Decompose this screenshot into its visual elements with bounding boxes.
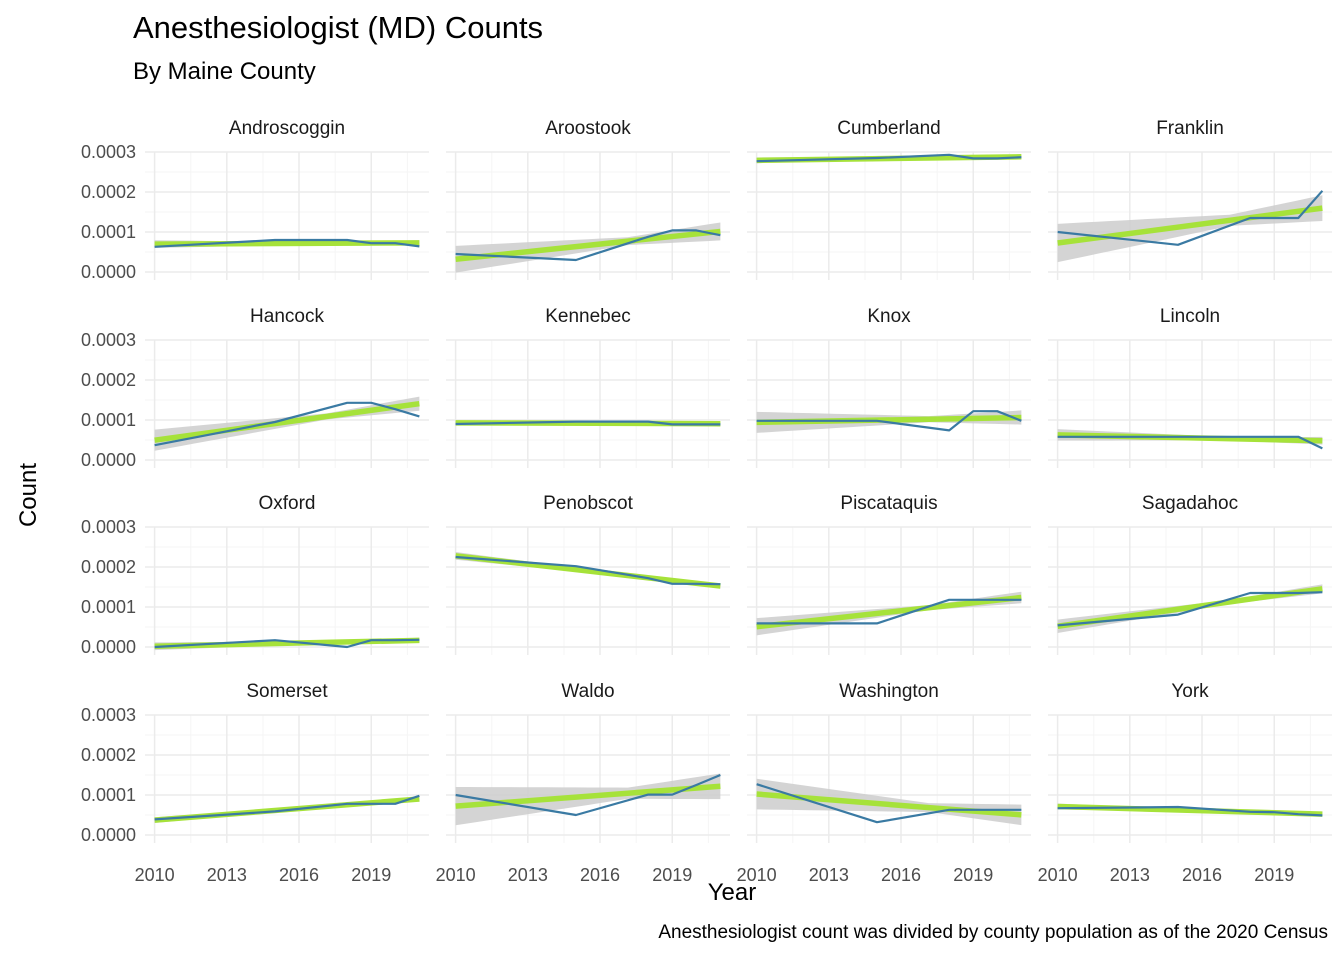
x-tick-label: 2010 bbox=[436, 865, 476, 885]
series-line-york bbox=[1057, 805, 1323, 817]
facet-label-sagadahoc: Sagadahoc bbox=[1142, 493, 1238, 514]
y-tick-label: 0.0001 bbox=[81, 222, 136, 242]
confidence-band bbox=[455, 773, 721, 826]
series-line-sagadahoc bbox=[1057, 591, 1323, 627]
x-tick-label: 2013 bbox=[1110, 865, 1150, 885]
y-tick-label: 0.0003 bbox=[81, 142, 136, 162]
facet-label-lincoln: Lincoln bbox=[1160, 306, 1220, 327]
chart-subtitle: By Maine County bbox=[133, 58, 316, 85]
series-line-lincoln bbox=[1057, 435, 1323, 450]
y-tick-label: 0.0000 bbox=[81, 450, 136, 470]
x-tick-label: 2016 bbox=[1182, 865, 1222, 885]
series-line-androscoggin bbox=[154, 238, 420, 248]
series-line-waldo bbox=[455, 773, 721, 817]
y-tick-label: 0.0002 bbox=[81, 745, 136, 765]
facet-label-franklin: Franklin bbox=[1156, 118, 1224, 139]
facet-label-androscoggin: Androscoggin bbox=[229, 118, 345, 139]
y-tick-label: 0.0002 bbox=[81, 370, 136, 390]
facet-label-york: York bbox=[1171, 681, 1209, 702]
trend-line bbox=[455, 228, 721, 262]
y-tick-label: 0.0001 bbox=[81, 410, 136, 430]
trend-line bbox=[1057, 586, 1323, 629]
series-line-washington bbox=[756, 783, 1022, 824]
facet-label-cumberland: Cumberland bbox=[837, 118, 941, 139]
x-tick-label: 2019 bbox=[953, 865, 993, 885]
facet-label-hancock: Hancock bbox=[250, 306, 324, 327]
trend-line bbox=[154, 400, 420, 443]
facet-label-piscataquis: Piscataquis bbox=[840, 493, 937, 514]
x-tick-label: 2010 bbox=[737, 865, 777, 885]
facet-label-penobscot: Penobscot bbox=[543, 493, 634, 514]
y-tick-label: 0.0000 bbox=[81, 637, 136, 657]
y-tick-label: 0.0003 bbox=[81, 517, 136, 537]
x-tick-label: 2010 bbox=[1038, 865, 1078, 885]
x-axis-title: Year bbox=[708, 879, 757, 906]
x-tick-label: 2013 bbox=[809, 865, 849, 885]
x-tick-label: 2016 bbox=[881, 865, 921, 885]
trend-line bbox=[756, 594, 1022, 630]
facet-label-knox: Knox bbox=[867, 306, 911, 327]
x-tick-label: 2019 bbox=[1254, 865, 1294, 885]
y-tick-label: 0.0002 bbox=[81, 182, 136, 202]
x-tick-label: 2016 bbox=[279, 865, 319, 885]
facet-label-aroostook: Aroostook bbox=[545, 118, 631, 139]
y-tick-label: 0.0001 bbox=[81, 785, 136, 805]
facet-label-washington: Washington bbox=[839, 681, 939, 702]
chart-title: Anesthesiologist (MD) Counts bbox=[133, 10, 544, 45]
series-line-franklin bbox=[1057, 190, 1324, 246]
y-tick-label: 0.0001 bbox=[81, 597, 136, 617]
series-line-hancock bbox=[154, 401, 420, 447]
series-line-oxford bbox=[154, 638, 420, 649]
y-tick-label: 0.0003 bbox=[81, 330, 136, 350]
x-tick-label: 2013 bbox=[508, 865, 548, 885]
y-tick-label: 0.0000 bbox=[81, 825, 136, 845]
facet-label-kennebec: Kennebec bbox=[545, 306, 631, 327]
y-tick-label: 0.0003 bbox=[81, 705, 136, 725]
series-line-somerset bbox=[154, 794, 420, 821]
chart-caption: Anesthesiologist count was divided by co… bbox=[658, 922, 1328, 943]
x-tick-label: 2016 bbox=[580, 865, 620, 885]
y-tick-label: 0.0000 bbox=[81, 262, 136, 282]
series-line-piscataquis bbox=[756, 598, 1022, 625]
confidence-band bbox=[1057, 195, 1323, 263]
x-tick-label: 2010 bbox=[135, 865, 175, 885]
series-line-penobscot bbox=[455, 555, 721, 586]
x-tick-label: 2019 bbox=[351, 865, 391, 885]
series-line-cumberland bbox=[756, 153, 1022, 163]
facet-label-somerset: Somerset bbox=[246, 681, 328, 702]
facet-plot: Count Year Androscoggin 0.0000 0.0001 0.000… bbox=[15, 118, 1332, 906]
facet-label-oxford: Oxford bbox=[258, 493, 315, 514]
y-tick-label: 0.0002 bbox=[81, 557, 136, 577]
x-tick-label: 2019 bbox=[652, 865, 692, 885]
x-tick-label: 2013 bbox=[207, 865, 247, 885]
series-line-knox bbox=[756, 410, 1022, 432]
y-axis-title: Count bbox=[15, 463, 42, 527]
series-line-aroostook bbox=[455, 229, 721, 262]
facet-label-waldo: Waldo bbox=[561, 681, 614, 702]
series-line-kennebec bbox=[455, 420, 721, 426]
